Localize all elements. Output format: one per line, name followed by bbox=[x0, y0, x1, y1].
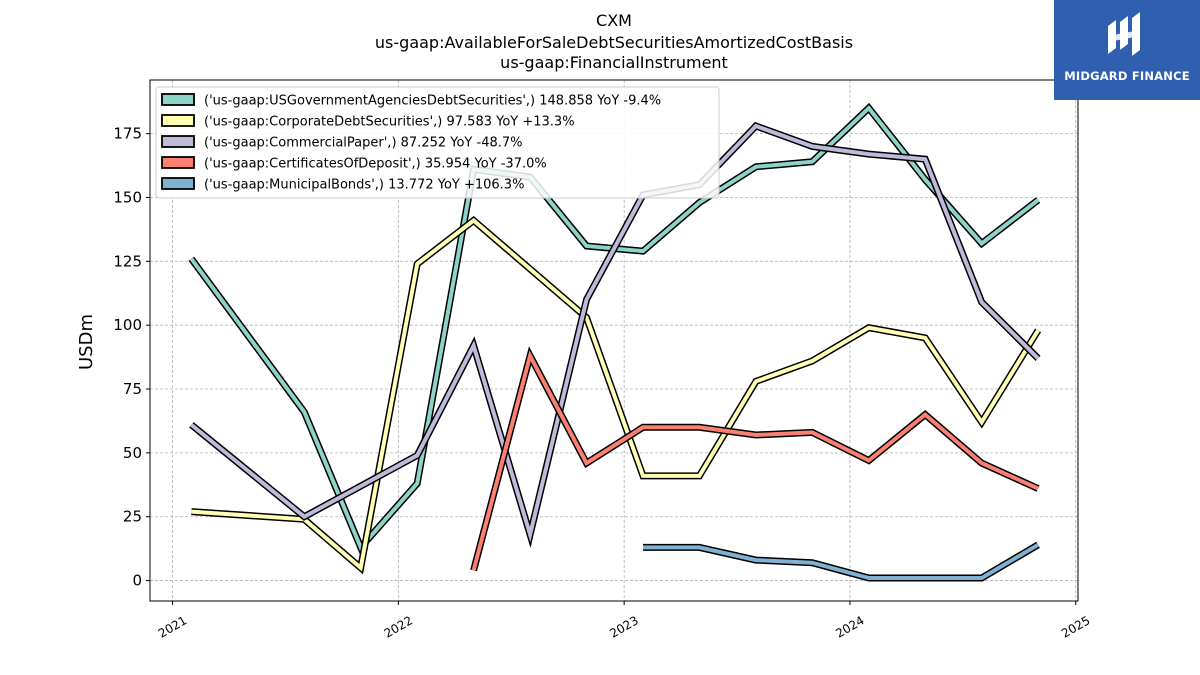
x-tick-label: 2025 bbox=[1059, 613, 1092, 640]
x-tick-label: 2021 bbox=[156, 613, 189, 640]
legend-label: ('us-gaap:CertificatesOfDeposit',) 35.95… bbox=[204, 157, 547, 172]
legend-swatch bbox=[161, 156, 195, 169]
midgard-logo-icon bbox=[1108, 12, 1140, 56]
y-tick-label: 75 bbox=[123, 380, 142, 398]
legend-label: ('us-gaap:USGovernmentAgenciesDebtSecuri… bbox=[204, 94, 661, 109]
y-tick-label: 100 bbox=[113, 316, 142, 334]
legend-swatch bbox=[161, 114, 195, 127]
legend-box bbox=[155, 86, 720, 199]
y-tick-label: 0 bbox=[132, 572, 142, 590]
chart-title: CXM bbox=[596, 11, 632, 30]
y-tick-label: 175 bbox=[113, 125, 142, 143]
y-tick-label: 50 bbox=[123, 444, 142, 462]
legend-label: ('us-gaap:MunicipalBonds',) 13.772 YoY +… bbox=[204, 178, 524, 193]
legend-swatch bbox=[161, 135, 195, 148]
series-stroke bbox=[643, 543, 1040, 580]
legend: ('us-gaap:USGovernmentAgenciesDebtSecuri… bbox=[155, 86, 720, 199]
series-line-1 bbox=[191, 215, 1042, 575]
series-stroke bbox=[191, 217, 1040, 572]
series-line-4 bbox=[643, 541, 1040, 582]
y-tick-label: 125 bbox=[113, 252, 142, 270]
series-stroke bbox=[471, 350, 1039, 571]
plot-frame bbox=[149, 79, 1079, 602]
series-line-3 bbox=[470, 346, 1040, 572]
midgard-finance-logo: MIDGARD FINANCE bbox=[1054, 0, 1200, 100]
logo-text: MIDGARD FINANCE bbox=[1064, 69, 1190, 83]
y-tick-label: 25 bbox=[123, 508, 142, 526]
chart-subtitle-concept: us-gaap:AvailableForSaleDebtSecuritiesAm… bbox=[375, 33, 853, 52]
y-tick-label: 150 bbox=[113, 188, 142, 206]
legend-swatch bbox=[161, 93, 195, 106]
legend-label: ('us-gaap:CorporateDebtSecurities',) 97.… bbox=[204, 115, 575, 130]
chart-subtitle-axis: us-gaap:FinancialInstrument bbox=[500, 53, 728, 72]
legend-swatch bbox=[161, 177, 195, 190]
y-axis-label: USDm bbox=[76, 314, 97, 370]
x-tick-label: 2023 bbox=[607, 613, 640, 640]
legend-label: ('us-gaap:CommercialPaper',) 87.252 YoY … bbox=[204, 136, 523, 151]
x-tick-label: 2022 bbox=[382, 613, 415, 640]
x-tick-label: 2024 bbox=[833, 613, 866, 640]
